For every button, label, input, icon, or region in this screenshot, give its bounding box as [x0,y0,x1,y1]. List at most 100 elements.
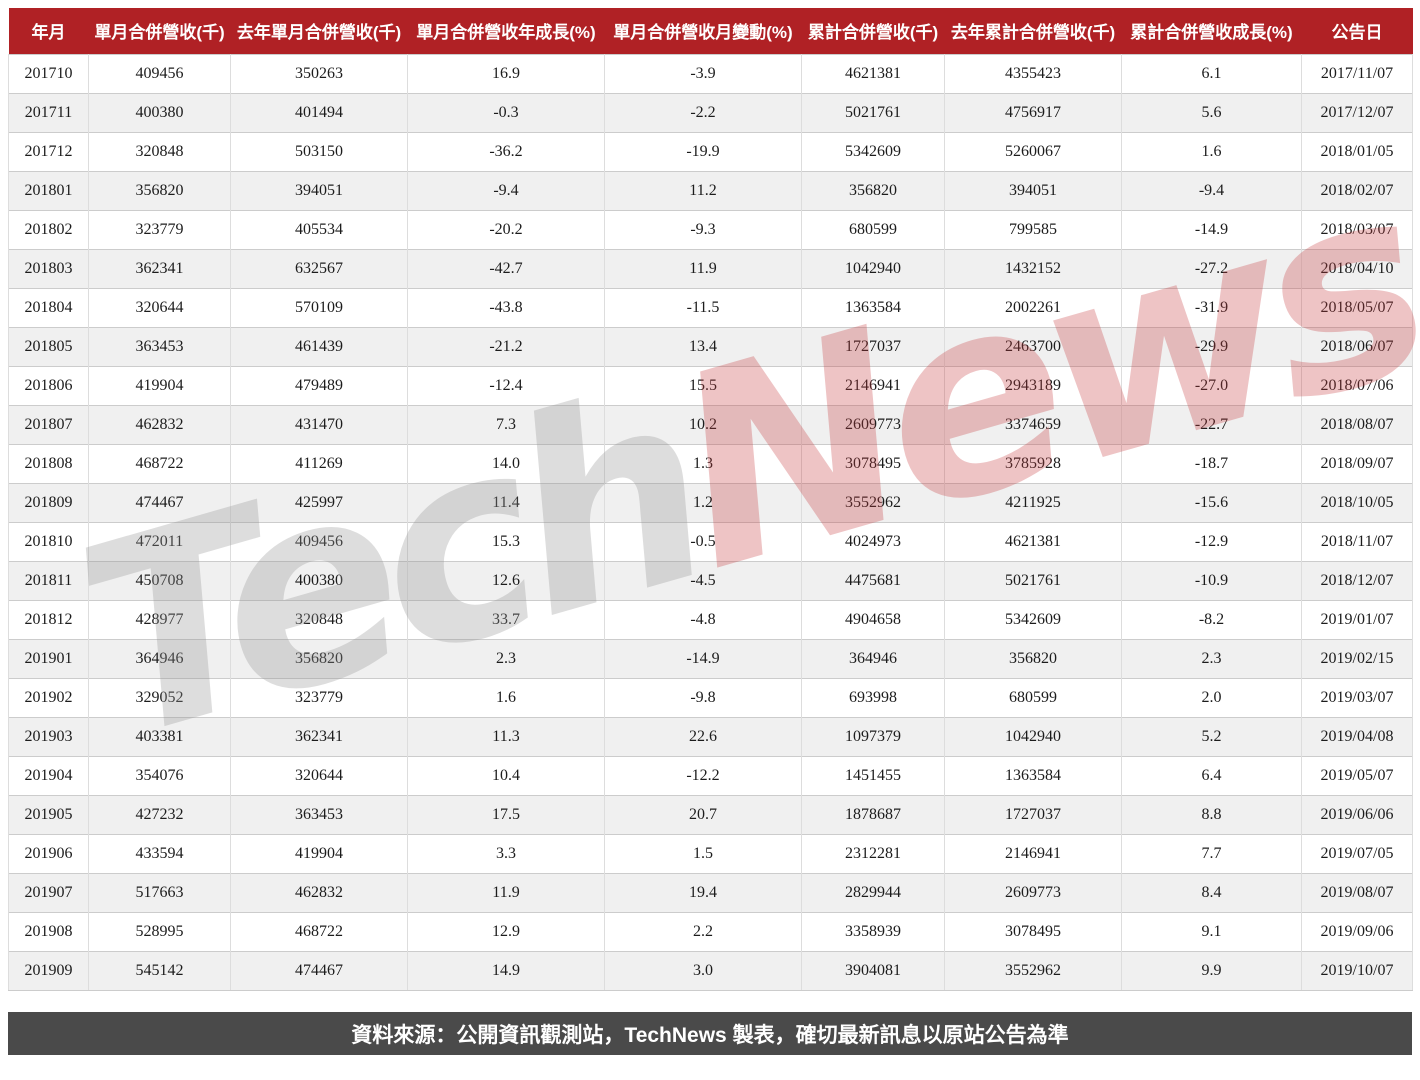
table-cell: 2018/08/07 [1301,404,1413,444]
table-cell: -29.9 [1121,326,1302,366]
table-cell: 6.1 [1121,53,1302,93]
table-cell: 2019/07/05 [1301,833,1413,873]
table-cell: 11.9 [407,872,605,912]
table-cell: 320848 [88,131,231,171]
table-cell: -43.8 [407,287,605,327]
table-cell: 1432152 [944,248,1122,288]
table-cell: 11.3 [407,716,605,756]
header-row: 年月 單月合併營收(千) 去年單月合併營收(千) 單月合併營收年成長(%) 單月合併營收… [8,8,1413,54]
table-cell: 10.2 [604,404,802,444]
table-cell: -4.8 [604,599,802,639]
table-cell: 2943189 [944,365,1122,405]
table-cell: 4756917 [944,92,1122,132]
table-cell: 1.3 [604,443,802,483]
table-cell: 1727037 [944,794,1122,834]
table-cell: 4355423 [944,53,1122,93]
table-row: 201907 517663 462832 11.9 19.4 2829944 2609773… [8,872,1413,912]
table-cell: 468722 [230,911,408,951]
table-cell: -19.9 [604,131,802,171]
table-cell: -42.7 [407,248,605,288]
table-cell: 1727037 [801,326,945,366]
table-cell: 201808 [8,443,89,483]
table-cell: 2019/08/07 [1301,872,1413,912]
table-cell: 12.6 [407,560,605,600]
table-cell: 201802 [8,209,89,249]
table-cell: 201712 [8,131,89,171]
table-cell: 350263 [230,53,408,93]
table-row: 201903 403381 362341 11.3 22.6 1097379 1042940… [8,716,1413,756]
table-row: 201712 320848 503150 -36.2 -19.9 5342609 52600… [8,131,1413,171]
table-cell: 354076 [88,755,231,795]
table-row: 201710 409456 350263 16.9 -3.9 4621381 4355423… [8,53,1413,93]
table-cell: -0.5 [604,521,802,561]
table-cell: 545142 [88,950,231,991]
table-cell: 1042940 [801,248,945,288]
column-header: 公告日 [1301,8,1413,54]
table-cell: 201909 [8,950,89,991]
table-cell: 5342609 [801,131,945,171]
table-cell: 2018/09/07 [1301,443,1413,483]
table-cell: 201810 [8,521,89,561]
table-cell: 3.0 [604,950,802,991]
table-cell: 427232 [88,794,231,834]
table-cell: 362341 [88,248,231,288]
table-cell: 411269 [230,443,408,483]
table-cell: 5.2 [1121,716,1302,756]
table-cell: -15.6 [1121,482,1302,522]
table-cell: 2017/12/07 [1301,92,1413,132]
source-note-bar: 資料來源：公開資訊觀測站，TechNews 製表，確切最新訊息以原站公告為準 [8,1012,1412,1055]
table-cell: 329052 [88,677,231,717]
table-cell: 201711 [8,92,89,132]
table-cell: 364946 [801,638,945,678]
monthly-revenue-table: 年月 單月合併營收(千) 去年單月合併營收(千) 單月合併營收年成長(%) 單月合併營收… [8,8,1413,991]
table-cell: -4.5 [604,560,802,600]
table-cell: 201907 [8,872,89,912]
table-cell: 2609773 [801,404,945,444]
table-cell: -9.4 [407,170,605,210]
table-cell: -0.3 [407,92,605,132]
table-cell: 9.1 [1121,911,1302,951]
table-cell: 503150 [230,131,408,171]
table-cell: 5.6 [1121,92,1302,132]
table-cell: -18.7 [1121,443,1302,483]
table-cell: 323779 [88,209,231,249]
column-header: 單月合併營收年成長(%) [407,8,605,54]
table-cell: 4024973 [801,521,945,561]
table-cell: -2.2 [604,92,802,132]
table-cell: 201804 [8,287,89,327]
table-cell: -27.0 [1121,365,1302,405]
table-cell: 680599 [801,209,945,249]
table-cell: 356820 [801,170,945,210]
table-cell: 425997 [230,482,408,522]
table-cell: 2.3 [1121,638,1302,678]
table-cell: 1.6 [1121,131,1302,171]
table-cell: 2018/07/06 [1301,365,1413,405]
table-cell: -31.9 [1121,287,1302,327]
table-cell: 201901 [8,638,89,678]
table-cell: 419904 [88,365,231,405]
table-cell: 3.3 [407,833,605,873]
table-cell: 403381 [88,716,231,756]
table-cell: 3078495 [944,911,1122,951]
table-cell: -9.8 [604,677,802,717]
table-row: 201908 528995 468722 12.9 2.2 3358939 3078495 9… [8,911,1413,951]
table-cell: 472011 [88,521,231,561]
column-header: 單月合併營收月變動(%) [604,8,802,54]
table-cell: 2829944 [801,872,945,912]
table-cell: 3078495 [801,443,945,483]
table-cell: 474467 [230,950,408,991]
column-header: 去年單月合併營收(千) [230,8,408,54]
table-cell: 14.0 [407,443,605,483]
table-cell: 2018/06/07 [1301,326,1413,366]
table-row: 201803 362341 632567 -42.7 11.9 1042940 143215… [8,248,1413,288]
table-row: 201904 354076 320644 10.4 -12.2 1451455 136358… [8,755,1413,795]
table-row: 201805 363453 461439 -21.2 13.4 1727037 246370… [8,326,1413,366]
table-header: 年月 單月合併營收(千) 去年單月合併營收(千) 單月合併營收年成長(%) 單月合併營收… [8,8,1413,54]
table-cell: 201806 [8,365,89,405]
table-cell: -11.5 [604,287,802,327]
table-cell: 1.2 [604,482,802,522]
table-cell: 799585 [944,209,1122,249]
table-cell: 394051 [944,170,1122,210]
table-cell: 201801 [8,170,89,210]
table-cell: 201902 [8,677,89,717]
